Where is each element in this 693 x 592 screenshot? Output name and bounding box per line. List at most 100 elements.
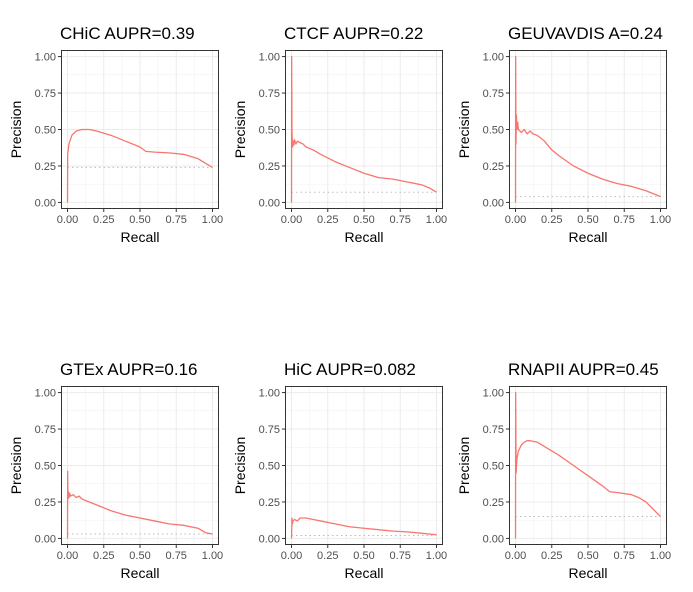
grid xyxy=(61,386,219,545)
pr-curve-line xyxy=(66,470,213,539)
chart-panel-5: 0.00 0.25 0.50 0.75 1.00 0.00 0.25 0.50 0.75 1.00… xyxy=(232,360,447,581)
y-tick-label: 1.00 xyxy=(483,388,504,400)
pr-curve-line xyxy=(514,391,661,539)
x-tick-label: 0.75 xyxy=(614,214,635,226)
x-tick-label: 0.25 xyxy=(93,550,114,562)
x-axis-label: Recall xyxy=(569,229,608,245)
x-tick-label: 1.00 xyxy=(650,214,671,226)
x-tick-label: 0.75 xyxy=(166,550,187,562)
pr-curve-line xyxy=(290,517,437,539)
y-tick-label: 0.75 xyxy=(483,424,504,436)
y-tick-label: 0.75 xyxy=(483,88,504,100)
pr-curve-line xyxy=(514,55,661,203)
x-tick-label: 0.25 xyxy=(93,214,114,226)
x-tick-label: 0.25 xyxy=(317,214,338,226)
x-tick-label: 0.00 xyxy=(57,550,78,562)
x-tick-label: 0.75 xyxy=(390,214,411,226)
x-axis-label: Recall xyxy=(569,565,608,581)
y-tick-label: 1.00 xyxy=(483,52,504,64)
y-tick-label: 1.00 xyxy=(35,52,56,64)
y-tick-label: 0.00 xyxy=(35,533,56,545)
y-tick-label: 0.25 xyxy=(259,161,280,173)
y-axis-label: Precision xyxy=(456,437,472,495)
y-tick-label: 0.75 xyxy=(259,88,280,100)
x-tick-label: 0.25 xyxy=(541,550,562,562)
x-tick-label: 0.00 xyxy=(505,550,526,562)
panel-border xyxy=(61,50,219,209)
y-tick-label: 0.75 xyxy=(35,424,56,436)
x-tick-label: 0.00 xyxy=(57,214,78,226)
y-tick-label: 1.00 xyxy=(259,52,280,64)
y-tick-label: 0.50 xyxy=(259,461,280,473)
y-tick-label: 0.00 xyxy=(483,197,504,209)
x-tick-label: 1.00 xyxy=(426,550,447,562)
chart-title: HiC AUPR=0.082 xyxy=(284,360,416,379)
chart-title: CHiC AUPR=0.39 xyxy=(60,24,195,43)
chart-panel-6: 0.00 0.25 0.50 0.75 1.00 0.00 0.25 0.50 0.75 1.00… xyxy=(456,360,671,581)
chart-title: RNAPII AUPR=0.45 xyxy=(508,360,659,379)
grid xyxy=(61,50,219,209)
y-tick-label: 0.00 xyxy=(483,533,504,545)
panel-border xyxy=(509,386,667,545)
x-tick-label: 0.50 xyxy=(577,214,598,226)
y-axis-label: Precision xyxy=(232,101,248,159)
chart-panel-3: 0.00 0.25 0.50 0.75 1.00 0.00 0.25 0.50 0.75 1.00… xyxy=(456,24,671,245)
y-tick-label: 0.50 xyxy=(35,125,56,137)
x-tick-label: 0.00 xyxy=(281,214,302,226)
x-axis-label: Recall xyxy=(121,229,160,245)
x-tick-label: 1.00 xyxy=(650,550,671,562)
x-axis-label: Recall xyxy=(345,565,384,581)
x-tick-label: 0.50 xyxy=(129,214,150,226)
x-tick-label: 0.50 xyxy=(129,550,150,562)
x-tick-label: 0.75 xyxy=(614,550,635,562)
y-tick-label: 0.25 xyxy=(483,497,504,509)
x-tick-label: 0.25 xyxy=(317,550,338,562)
chart-title: GEUVAVDIS A=0.24 xyxy=(508,24,663,43)
x-axis-label: Recall xyxy=(345,229,384,245)
x-tick-label: 0.50 xyxy=(353,550,374,562)
x-tick-label: 0.00 xyxy=(281,550,302,562)
y-tick-label: 0.25 xyxy=(35,497,56,509)
y-tick-label: 0.00 xyxy=(259,533,280,545)
y-axis-label: Precision xyxy=(456,101,472,159)
chart-title: CTCF AUPR=0.22 xyxy=(284,24,423,43)
y-tick-label: 0.50 xyxy=(483,125,504,137)
panel-border xyxy=(285,386,443,545)
pr-curve-line xyxy=(290,55,437,203)
x-tick-label: 1.00 xyxy=(202,214,223,226)
x-tick-label: 1.00 xyxy=(202,550,223,562)
y-tick-label: 1.00 xyxy=(35,388,56,400)
y-axis-label: Precision xyxy=(8,437,24,495)
y-tick-label: 0.25 xyxy=(35,161,56,173)
chart-panel-4: 0.00 0.25 0.50 0.75 1.00 0.00 0.25 0.50 0.75 1.00… xyxy=(8,360,223,581)
chart-title: GTEx AUPR=0.16 xyxy=(60,360,197,379)
y-tick-label: 0.75 xyxy=(259,424,280,436)
grid xyxy=(509,386,667,545)
x-tick-label: 0.75 xyxy=(166,214,187,226)
x-tick-label: 0.00 xyxy=(505,214,526,226)
y-tick-label: 0.50 xyxy=(483,461,504,473)
y-tick-label: 0.50 xyxy=(35,461,56,473)
pr-curve-line xyxy=(66,128,213,203)
x-tick-label: 0.50 xyxy=(353,214,374,226)
chart-panel-2: 0.00 0.25 0.50 0.75 1.00 0.00 0.25 0.50 0.75 1.00… xyxy=(232,24,447,245)
y-tick-label: 0.25 xyxy=(259,497,280,509)
panel-border xyxy=(509,50,667,209)
y-axis-label: Precision xyxy=(8,101,24,159)
y-axis-label: Precision xyxy=(232,437,248,495)
panel-border xyxy=(285,50,443,209)
y-tick-label: 0.00 xyxy=(35,197,56,209)
x-tick-label: 1.00 xyxy=(426,214,447,226)
panel-border xyxy=(61,386,219,545)
x-axis-label: Recall xyxy=(121,565,160,581)
y-tick-label: 0.25 xyxy=(483,161,504,173)
x-tick-label: 0.75 xyxy=(390,550,411,562)
x-tick-label: 0.50 xyxy=(577,550,598,562)
x-tick-label: 0.25 xyxy=(541,214,562,226)
y-tick-label: 0.75 xyxy=(35,88,56,100)
chart-panel-1: 0.00 0.25 0.50 0.75 1.00 0.00 0.25 0.50 0.75 1.00… xyxy=(8,24,223,245)
y-tick-label: 0.50 xyxy=(259,125,280,137)
y-tick-label: 0.00 xyxy=(259,197,280,209)
y-tick-label: 1.00 xyxy=(259,388,280,400)
